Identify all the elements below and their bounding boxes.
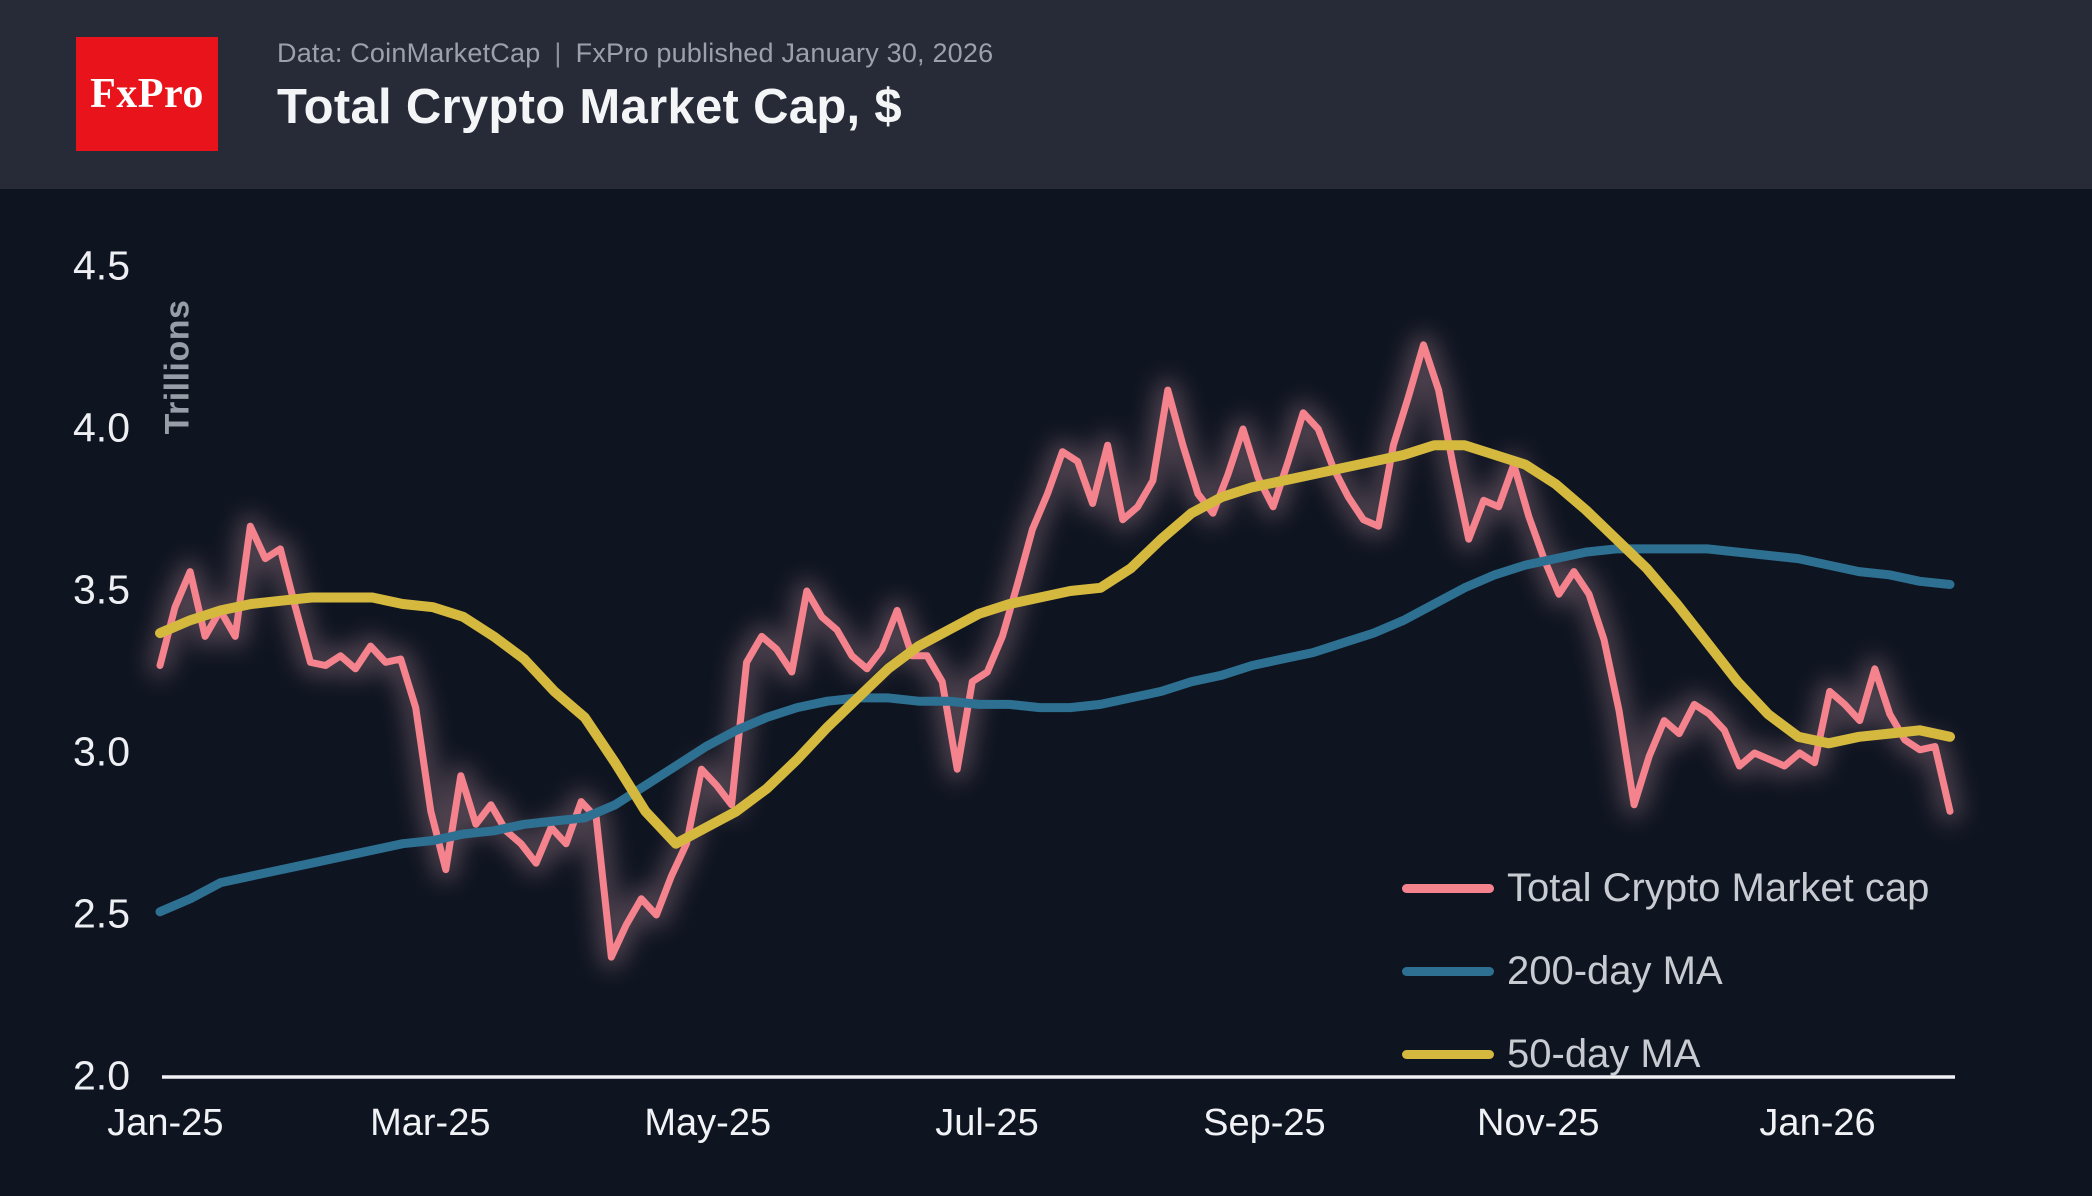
legend-item-ma50: 50-day MA xyxy=(1402,1030,1929,1078)
source-line: Data: CoinMarketCap | FxPro published Janu… xyxy=(277,38,993,69)
legend-item-ma200: 200-day MA xyxy=(1402,947,1929,995)
legend-item-market-cap: Total Crypto Market cap xyxy=(1402,864,1929,912)
x-tick-label: Jan-26 xyxy=(1759,1102,1876,1144)
legend-label: 50-day MA xyxy=(1507,1031,1701,1076)
x-tick-label: Sep-25 xyxy=(1203,1102,1326,1144)
fxpro-logo: FxPro xyxy=(76,37,218,151)
ma-50-swatch xyxy=(1402,1049,1494,1059)
ma-200-line xyxy=(155,544,1955,917)
headings: Data: CoinMarketCap | FxPro published Janu… xyxy=(277,38,993,135)
data-source-text: Data: CoinMarketCap xyxy=(277,38,541,68)
x-tick-label: Jul-25 xyxy=(935,1102,1039,1144)
ma-50-line xyxy=(155,440,1955,849)
legend-label: Total Crypto Market cap xyxy=(1507,865,1930,910)
legend-label: 200-day MA xyxy=(1507,948,1723,993)
header-bar: FxPro Data: CoinMarketCap | FxPro publishe… xyxy=(0,0,2092,189)
x-tick-label: Nov-25 xyxy=(1477,1102,1600,1144)
y-tick-label: 4.5 xyxy=(73,242,130,289)
market-cap-swatch xyxy=(1402,883,1494,893)
x-tick-label: Jan-25 xyxy=(107,1102,224,1144)
y-tick-label: 4.0 xyxy=(73,404,130,451)
y-tick-label: 3.0 xyxy=(73,728,130,775)
y-tick-label: 3.5 xyxy=(73,566,130,613)
y-tick-label: 2.0 xyxy=(73,1052,130,1099)
x-tick-label: Mar-25 xyxy=(370,1102,491,1144)
x-tick-label: May-25 xyxy=(644,1102,772,1144)
ma-200-swatch xyxy=(1402,966,1494,976)
chart-title: Total Crypto Market Cap, $ xyxy=(277,80,902,134)
separator: | xyxy=(554,38,562,68)
fxpro-logo-text: FxPro xyxy=(90,71,204,117)
y-axis-title: Trillions xyxy=(158,299,197,435)
y-tick-label: 2.5 xyxy=(73,890,130,937)
legend: Total Crypto Market cap 200-day MA 50-da… xyxy=(1402,864,1929,1113)
published-text: FxPro published January 30, 2026 xyxy=(575,38,994,68)
